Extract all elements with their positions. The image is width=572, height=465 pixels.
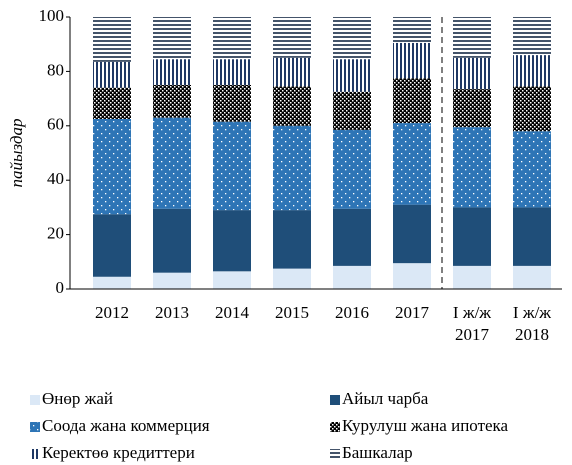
bar-segment (213, 59, 251, 85)
bar-segment (153, 59, 191, 85)
bar-segment (333, 265, 371, 289)
legend-label: Өнөр жай (42, 389, 113, 408)
legend-label: Башкалар (342, 443, 413, 462)
bar-segment (393, 78, 431, 124)
bar-segment (273, 17, 311, 58)
bar-segment (513, 55, 551, 87)
bar-segment (273, 268, 311, 289)
bar-segment (393, 17, 431, 43)
legend-swatch (330, 395, 340, 405)
bar-segment (153, 85, 191, 118)
x-tick-label: 2014 (215, 303, 249, 322)
legend-label: Курулуш жана ипотека (342, 416, 509, 435)
bar-segment (333, 91, 371, 130)
y-axis-label: пайыздар (7, 118, 26, 187)
x-tick-label: 2017 (395, 303, 429, 322)
bar-segment (273, 86, 311, 126)
bar-segment (273, 125, 311, 211)
bar-segment (273, 210, 311, 269)
x-tick-label: I ж/ж 2017 (452, 303, 492, 344)
bar-segment (333, 129, 371, 209)
bar-segment (213, 85, 251, 122)
y-tick-label: 60 (47, 115, 64, 134)
bar-segment (393, 263, 431, 289)
bar-segment (93, 87, 131, 119)
bar-segment (93, 276, 131, 289)
legend-label: Соода жана коммерция (42, 416, 210, 435)
legend-swatch (30, 449, 40, 459)
y-tick-label: 0 (56, 278, 65, 297)
legend-swatch (330, 449, 340, 459)
legend-label: Керектөө кредиттери (42, 443, 195, 462)
bar-segment (213, 121, 251, 211)
bar-segment (333, 59, 371, 92)
bar-segment (453, 127, 491, 208)
bar-segment (453, 265, 491, 289)
y-tick-label: 40 (47, 169, 64, 188)
bar-segment (93, 214, 131, 277)
y-tick-label: 80 (47, 60, 64, 79)
bar-segment (513, 265, 551, 289)
bar-segment (453, 17, 491, 58)
bar-segment (93, 17, 131, 62)
x-tick-label: 2013 (155, 303, 189, 322)
legend-label: Айыл чарба (342, 389, 429, 408)
bar-segment (213, 210, 251, 272)
bar-segment (213, 271, 251, 289)
bar-segment (393, 42, 431, 79)
legend-swatch (30, 422, 40, 432)
bar-segment (93, 61, 131, 88)
bar-segment (333, 208, 371, 266)
bar-segment (513, 131, 551, 208)
bar-segment (513, 86, 551, 132)
bar-segment (213, 17, 251, 60)
bar-segment (153, 17, 191, 60)
y-tick-label: 20 (47, 224, 64, 243)
bar-segment (93, 119, 131, 215)
x-tick-label: 2012 (95, 303, 129, 322)
bar-segment (453, 207, 491, 266)
bar-segment (393, 204, 431, 264)
x-tick-label: 2015 (275, 303, 309, 322)
bar-segment (153, 117, 191, 209)
bar-segment (393, 123, 431, 205)
legend-swatch (30, 395, 40, 405)
bar-segment (453, 57, 491, 90)
bar-segment (333, 17, 371, 60)
x-tick-label: 2016 (335, 303, 369, 322)
bar-segment (153, 272, 191, 289)
bar-segment (513, 207, 551, 266)
y-tick-label: 100 (39, 6, 65, 25)
x-tick-label: I ж/ж 2018 (512, 303, 552, 344)
bar-segment (153, 208, 191, 273)
legend-swatch (330, 422, 340, 432)
bar-segment (513, 17, 551, 56)
bar-segment (273, 57, 311, 87)
bar-segment (453, 89, 491, 128)
